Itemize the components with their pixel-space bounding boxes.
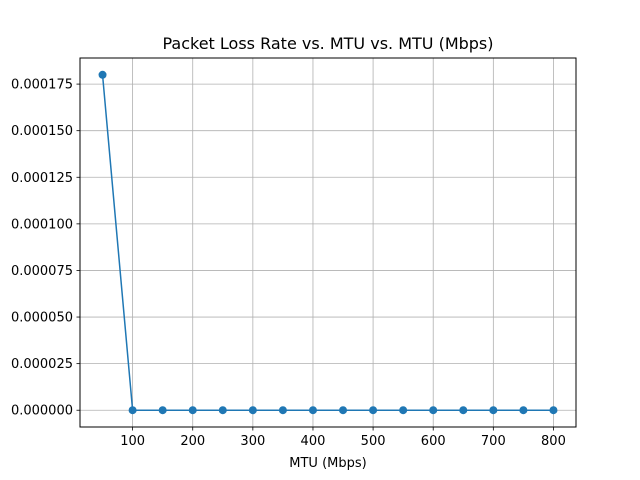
data-point — [519, 406, 528, 415]
data-point — [489, 406, 498, 415]
data-point — [278, 406, 287, 415]
grid — [80, 58, 576, 427]
data-point — [339, 406, 348, 415]
y-tick-label: 0.000075 — [11, 264, 73, 279]
data-point — [459, 406, 468, 415]
data-point — [308, 406, 317, 415]
x-tick-label: 400 — [301, 434, 326, 449]
x-tick-label: 500 — [361, 434, 386, 449]
x-tick-label: 800 — [541, 434, 566, 449]
y-tick-label: 0.000175 — [11, 78, 73, 93]
data-point — [158, 406, 167, 415]
data-point — [369, 406, 378, 415]
plot-series — [98, 70, 558, 415]
data-point — [429, 406, 438, 415]
x-tick-label: 600 — [421, 434, 446, 449]
x-axis-label: MTU (Mbps) — [289, 456, 366, 471]
series-line — [101, 74, 554, 411]
x-axis: 100 200 300 400 500 600 700 800 — [120, 427, 566, 449]
plot-frame — [79, 57, 577, 428]
data-point — [399, 406, 408, 415]
y-tick-label: 0.000125 — [11, 171, 73, 186]
data-point — [128, 406, 137, 415]
data-point — [248, 406, 257, 415]
y-tick-label: 0.000050 — [11, 311, 73, 326]
y-tick-label: 0.000150 — [11, 124, 73, 139]
x-tick-label: 200 — [180, 434, 205, 449]
x-tick-label: 300 — [240, 434, 265, 449]
x-tick-label: 700 — [481, 434, 506, 449]
x-tick-label: 100 — [120, 434, 145, 449]
y-tick-label: 0.000100 — [11, 217, 73, 232]
y-tick-label: 0.000025 — [11, 357, 73, 372]
data-point — [188, 406, 197, 415]
y-axis: 0.000000 0.000025 0.000050 0.000075 0.000100… — [11, 78, 80, 419]
data-point — [218, 406, 227, 415]
data-point — [98, 70, 107, 79]
chart-title: Packet Loss Rate vs. MTU vs. MTU (Mbps) — [162, 34, 493, 53]
y-tick-label: 0.000000 — [11, 404, 73, 419]
data-point — [549, 406, 558, 415]
